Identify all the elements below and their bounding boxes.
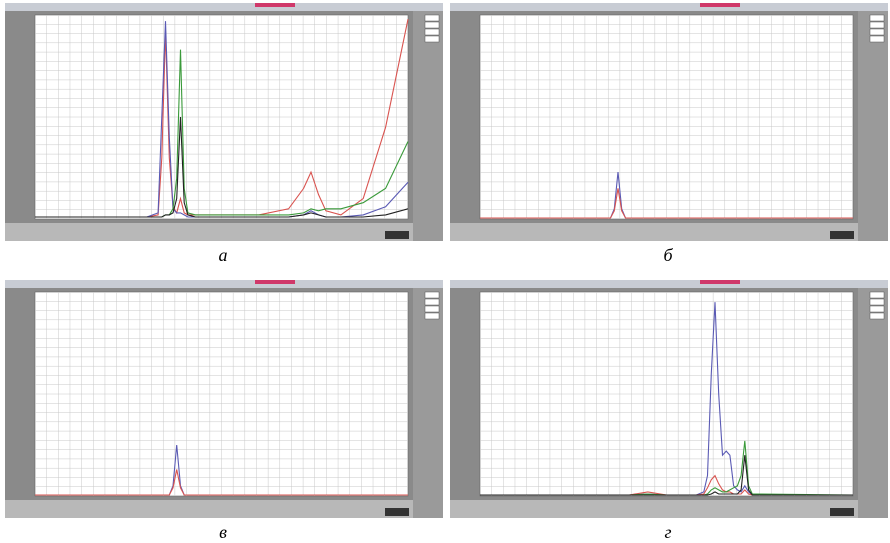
sidebar-box [869,14,885,22]
sidebar-box [869,21,885,29]
series-line [35,116,409,218]
sidebar [858,288,888,518]
window [5,280,443,518]
sidebar-box [869,305,885,313]
button [385,231,409,239]
window [450,3,888,241]
status-bar [450,500,858,518]
status-bar [5,223,413,241]
button [830,508,854,516]
button [830,231,854,239]
window [450,280,888,518]
sidebar-box [869,298,885,306]
status-bar [5,500,413,518]
sidebar-box [424,298,440,306]
caption: б [663,245,673,265]
sidebar [413,11,443,241]
sidebar-box [869,312,885,320]
sidebar-box [424,21,440,29]
sidebar-box [869,291,885,299]
sidebar-box [424,312,440,320]
series-line [480,455,853,496]
caption: в [219,522,227,542]
sidebar-box [869,35,885,43]
caption: а [219,245,228,265]
sidebar-box [424,291,440,299]
title-bar-highlight [255,280,295,284]
series-line [480,188,853,219]
title-bar [450,280,888,288]
window [5,3,443,241]
sidebar-box [424,305,440,313]
button [385,508,409,516]
status-bar [450,223,858,241]
title-bar-highlight [700,280,740,284]
sidebar [858,11,888,241]
title-bar-highlight [255,3,295,7]
title-bar-highlight [700,3,740,7]
sidebar-box [424,28,440,36]
series-line [35,469,408,496]
sidebar-box [424,14,440,22]
title-bar [5,280,443,288]
title-bar [5,3,443,11]
sidebar-box [869,28,885,36]
sidebar [413,288,443,518]
title-bar [450,3,888,11]
sidebar-box [424,35,440,43]
caption: г [664,522,671,542]
